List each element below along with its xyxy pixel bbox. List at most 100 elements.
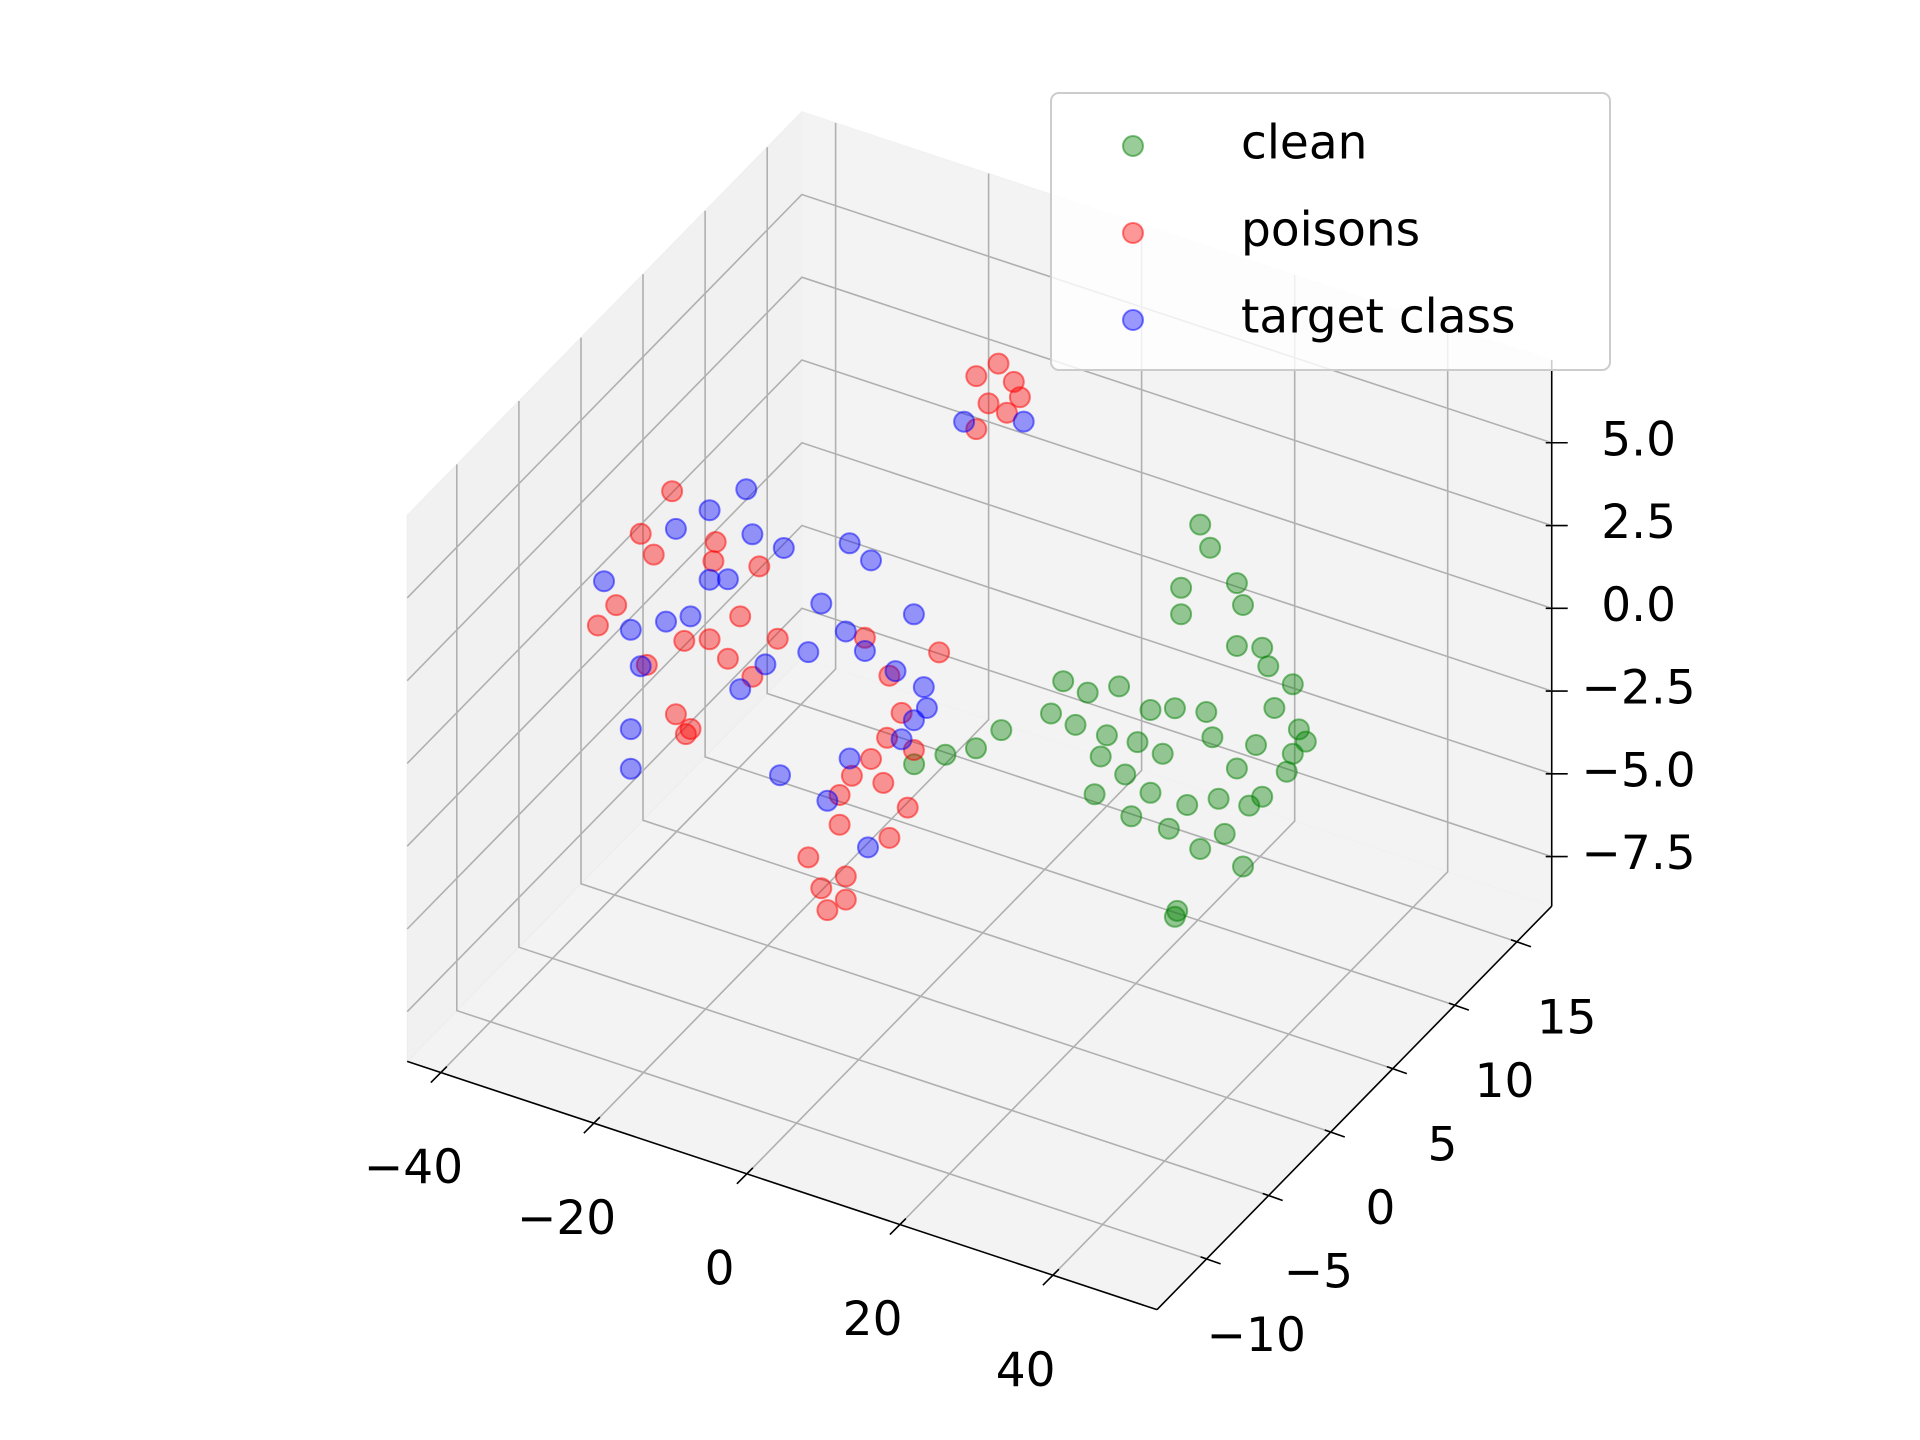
data-point — [1257, 655, 1280, 678]
z-tick-label: −7.5 — [1582, 826, 1696, 881]
data-point — [1076, 681, 1099, 704]
data-point — [995, 401, 1018, 424]
data-point — [735, 478, 758, 501]
x-tick-mark — [736, 1167, 754, 1185]
data-point — [679, 605, 702, 628]
data-point — [748, 555, 771, 578]
data-point — [1170, 603, 1193, 626]
legend-marker — [1122, 222, 1144, 244]
data-point — [1189, 838, 1212, 860]
x-tick-label: 20 — [843, 1292, 903, 1347]
y-grid-line — [642, 274, 1394, 1070]
x-tick-mark — [430, 1065, 448, 1084]
legend-label: target class — [1241, 290, 1516, 345]
y-tick-label: 10 — [1475, 1054, 1535, 1109]
y-grid-line — [518, 401, 1269, 1197]
z-grid-line — [406, 359, 1552, 764]
data-point — [884, 660, 907, 683]
data-point — [629, 655, 652, 678]
data-point — [716, 568, 739, 591]
data-point — [934, 743, 957, 766]
data-point — [766, 627, 789, 650]
data-point — [1163, 697, 1186, 720]
data-point — [810, 877, 833, 900]
data-point — [1201, 726, 1224, 749]
z-tick-label: −5.0 — [1582, 743, 1696, 798]
y-tick-label: 15 — [1537, 991, 1597, 1046]
y-tick-label: 5 — [1428, 1118, 1458, 1173]
data-point — [1151, 742, 1174, 765]
data-point — [1251, 636, 1274, 659]
data-point — [857, 836, 879, 859]
data-point — [655, 610, 677, 633]
x-tick-label: −40 — [364, 1140, 463, 1195]
x-axis-line — [406, 1060, 1158, 1311]
data-point — [797, 846, 820, 869]
x-tick-label: −20 — [517, 1191, 616, 1246]
data-point — [1232, 855, 1254, 878]
data-point — [1207, 787, 1230, 810]
y-tick-mark — [1262, 1192, 1283, 1202]
data-point — [965, 418, 988, 441]
data-point — [890, 701, 913, 724]
data-point — [896, 796, 919, 819]
legend-marker — [1122, 135, 1144, 157]
data-point — [1225, 757, 1248, 780]
data-point — [853, 640, 876, 662]
data-point — [902, 603, 925, 626]
z-grid-line — [406, 441, 1552, 847]
y-tick-label: −5 — [1284, 1244, 1353, 1299]
data-point — [860, 748, 882, 770]
data-point — [840, 764, 863, 787]
y-axis-line — [1156, 905, 1553, 1311]
data-point — [912, 676, 935, 699]
data-point — [1108, 675, 1131, 698]
data-point — [838, 747, 861, 770]
data-point — [698, 628, 721, 651]
data-point — [915, 697, 938, 719]
data-point — [797, 641, 820, 664]
data-point — [1251, 785, 1274, 808]
data-point — [987, 352, 1010, 375]
data-point — [1114, 763, 1137, 786]
y-tick-label: −10 — [1207, 1308, 1306, 1363]
x-tick-mark — [889, 1217, 907, 1236]
data-point — [1176, 794, 1199, 816]
data-point — [1052, 670, 1075, 693]
data-point — [679, 718, 702, 740]
data-point — [838, 532, 861, 555]
data-point — [1263, 697, 1286, 719]
x-grid-line — [899, 274, 1296, 1226]
data-point — [673, 629, 696, 652]
data-point — [1126, 731, 1149, 754]
data-point — [1139, 699, 1162, 721]
z-grid-line — [406, 607, 1552, 1013]
data-point — [834, 888, 857, 911]
data-point — [729, 678, 752, 701]
y-tick-mark — [1448, 1002, 1470, 1011]
y-tick-mark — [1386, 1065, 1408, 1075]
data-point — [702, 550, 725, 573]
data-point — [1120, 805, 1143, 828]
data-point — [642, 543, 665, 566]
data-point — [1012, 410, 1035, 433]
data-point — [990, 719, 1013, 742]
data-point — [1040, 702, 1062, 725]
x-tick-mark — [1042, 1268, 1060, 1286]
y-grid-line — [704, 210, 1456, 1006]
y-grid-line — [766, 147, 1518, 943]
y-tick-mark — [1510, 938, 1532, 948]
x-tick-label: 0 — [705, 1241, 735, 1296]
y-tick-label: 0 — [1365, 1181, 1395, 1236]
data-point — [1232, 594, 1254, 616]
data-point — [1281, 742, 1304, 765]
data-point — [741, 523, 764, 546]
data-point — [828, 813, 851, 836]
data-point — [1083, 783, 1106, 806]
y-grid-line — [455, 464, 1207, 1260]
data-point — [772, 537, 795, 559]
data-point — [729, 605, 752, 628]
data-point — [890, 728, 913, 751]
data-point — [664, 703, 687, 726]
